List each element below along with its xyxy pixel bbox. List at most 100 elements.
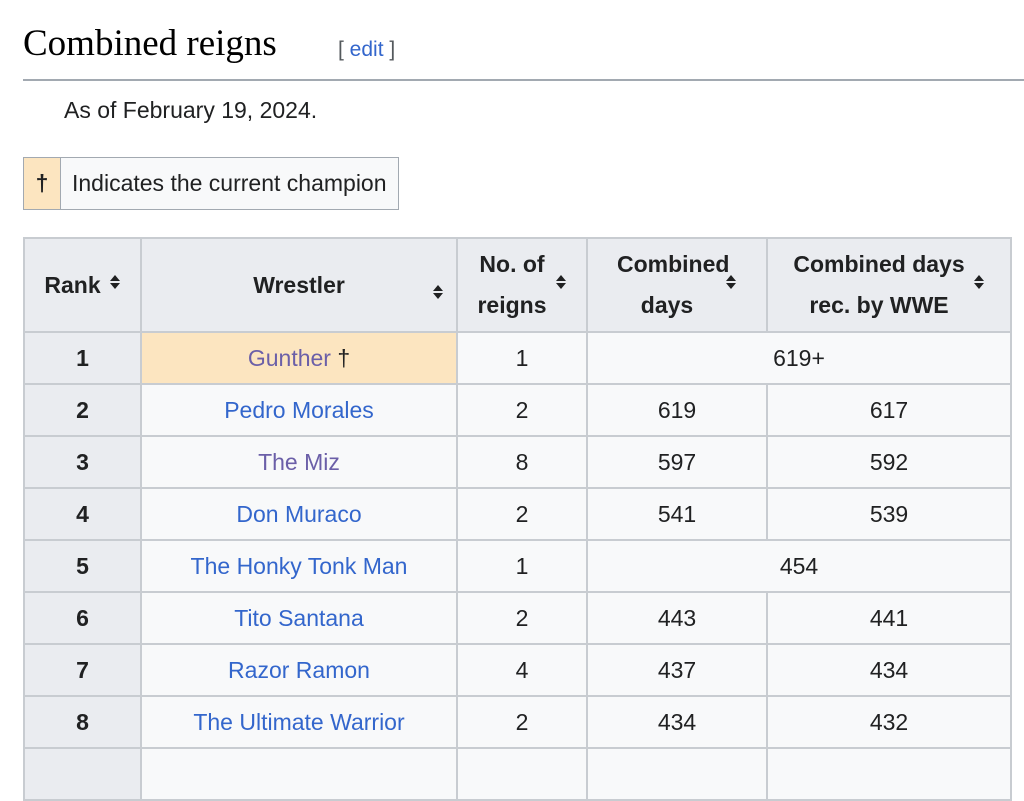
wrestler-cell: The Miz	[140, 435, 458, 489]
sort-up-down-icon[interactable]	[109, 275, 121, 293]
rank-cell: 6	[23, 591, 142, 645]
wwe-days: 434	[869, 656, 909, 683]
wrestler-link[interactable]: Don Muraco	[236, 500, 362, 527]
wrestler-cell	[140, 747, 458, 801]
combined-days: 597	[657, 448, 697, 475]
rank-cell: 2	[23, 383, 142, 437]
rank: 7	[76, 656, 89, 683]
wrestler-cell: Pedro Morales	[140, 383, 458, 437]
sort-up-down-icon[interactable]	[973, 274, 985, 293]
reigns-cell: 2	[456, 487, 588, 541]
combined-days: 434	[657, 708, 697, 735]
column-header-4[interactable]: Combined days rec. by WWE	[766, 237, 1012, 333]
rank: 2	[76, 396, 89, 423]
rank-cell: 7	[23, 643, 142, 697]
header-label: Combined days rec. by WWE	[793, 251, 965, 318]
sort-up-down-icon[interactable]	[432, 275, 444, 316]
combined-reigns-table: Rank Wrestler No. of reigns Combined days Comb…	[23, 237, 1012, 801]
reigns: 1	[515, 552, 529, 579]
reigns-cell: 8	[456, 435, 588, 489]
rank-cell: 1	[23, 331, 142, 385]
rank: 8	[76, 708, 89, 735]
wrestler-link[interactable]: The Miz	[258, 448, 340, 475]
as-of-text: As of February 19, 2024.	[64, 97, 318, 123]
edit-link[interactable]: edit	[349, 38, 384, 61]
wwe-days-cell: 434	[766, 643, 1012, 697]
column-header-2[interactable]: No. of reigns	[456, 237, 588, 333]
combined-days: 541	[657, 500, 697, 527]
combined-days-cell: 437	[586, 643, 768, 697]
combined-days-cell: 443	[586, 591, 768, 645]
wwe-days: 539	[869, 500, 909, 527]
table-row: 6 Tito Santana 2 443 441	[23, 591, 1012, 645]
reigns-cell: 2	[456, 695, 588, 749]
header-label: Combined days	[617, 251, 730, 318]
column-header-1[interactable]: Wrestler	[140, 237, 458, 333]
table-row: 1 Gunther † 1 619+	[23, 331, 1012, 385]
table-row: 2 Pedro Morales 2 619 617	[23, 383, 1012, 437]
reigns-cell: 1	[456, 539, 588, 593]
reigns-cell: 4	[456, 643, 588, 697]
divider	[23, 79, 1024, 81]
wwe-days-cell	[766, 747, 1012, 801]
wrestler-cell: Tito Santana	[140, 591, 458, 645]
wrestler-link[interactable]: Pedro Morales	[224, 396, 374, 423]
combined-days-cell: 541	[586, 487, 768, 541]
table-row: 5 The Honky Tonk Man 1 454	[23, 539, 1012, 593]
wrestler-cell: Gunther †	[140, 331, 458, 385]
rank-cell: 8	[23, 695, 142, 749]
wwe-days: 617	[869, 396, 909, 423]
combined-days-cell: 454	[586, 539, 1012, 593]
column-header-3[interactable]: Combined days	[586, 237, 768, 333]
rank-cell: 4	[23, 487, 142, 541]
combined-days: 437	[657, 656, 697, 683]
wwe-days: 441	[869, 604, 909, 631]
edit-link-wrapper: [ edit ]	[338, 38, 395, 62]
wrestler-link[interactable]: The Honky Tonk Man	[190, 552, 408, 579]
sort-up-down-icon[interactable]	[725, 274, 737, 293]
bracket: ]	[383, 38, 396, 61]
table-row: 3 The Miz 8 597 592	[23, 435, 1012, 489]
combined-days: 454	[779, 552, 819, 579]
reigns: 2	[515, 708, 529, 735]
wrestler-link[interactable]: Razor Ramon	[228, 656, 370, 683]
legend-text: Indicates the current champion	[72, 170, 387, 196]
reigns-cell	[456, 747, 588, 801]
combined-days: 619+	[773, 344, 825, 371]
wwe-days: 432	[869, 708, 909, 735]
reigns: 8	[515, 448, 529, 475]
rank: 6	[76, 604, 89, 631]
combined-days-cell: 619	[586, 383, 768, 437]
combined-days-cell: 619+	[586, 331, 1012, 385]
rank: 5	[76, 552, 89, 579]
dagger-icon: †	[24, 158, 61, 209]
section-title: Combined reigns	[23, 23, 277, 64]
wrestler-link[interactable]: The Ultimate Warrior	[193, 708, 405, 735]
rank: 1	[76, 344, 89, 371]
reigns-cell: 2	[456, 591, 588, 645]
wrestler-cell: Razor Ramon	[140, 643, 458, 697]
wrestler-link[interactable]: Tito Santana	[234, 604, 364, 631]
rank: 3	[76, 448, 89, 475]
reigns: 2	[515, 500, 529, 527]
bracket: [	[338, 38, 350, 61]
sort-up-down-icon[interactable]	[555, 274, 567, 293]
wrestler-link[interactable]: Gunther	[247, 344, 331, 371]
rank: 4	[76, 500, 89, 527]
rank-cell: 3	[23, 435, 142, 489]
reigns: 4	[515, 656, 529, 683]
rank-cell	[23, 747, 142, 801]
table-row	[23, 747, 1012, 801]
rank-cell: 5	[23, 539, 142, 593]
header-label: Wrestler	[253, 272, 345, 299]
combined-days-cell: 434	[586, 695, 768, 749]
wwe-days-cell: 432	[766, 695, 1012, 749]
wrestler-cell: Don Muraco	[140, 487, 458, 541]
combined-days: 619	[657, 396, 697, 423]
column-header-0[interactable]: Rank	[23, 237, 142, 333]
wrestler-cell: The Ultimate Warrior	[140, 695, 458, 749]
wwe-days-cell: 441	[766, 591, 1012, 645]
table-row: 8 The Ultimate Warrior 2 434 432	[23, 695, 1012, 749]
wrestler-cell: The Honky Tonk Man	[140, 539, 458, 593]
reigns: 2	[515, 396, 529, 423]
